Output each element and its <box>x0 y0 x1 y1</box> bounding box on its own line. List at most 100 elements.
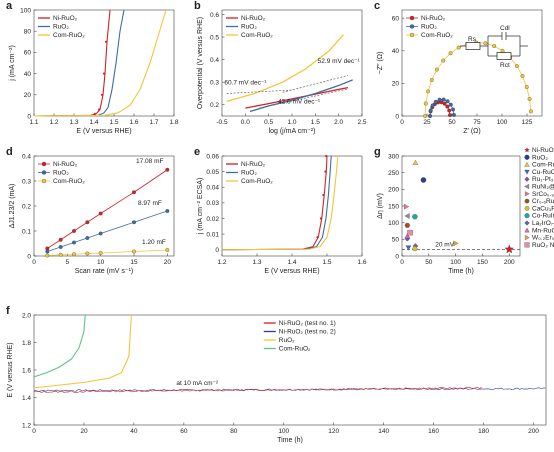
legend-label: Ni-RuO₂ <box>241 15 266 22</box>
legend-label: RuO₂ <box>532 154 548 161</box>
resistor-rs <box>465 42 481 50</box>
legend-marker <box>524 227 530 233</box>
y-tick-label: 0.06 <box>206 153 219 160</box>
x-tick-label: 1.3 <box>252 259 261 266</box>
y-tick-label: 50 <box>392 237 400 244</box>
data-point <box>404 222 411 228</box>
legend-label: Mn-RuO₂ <box>532 227 554 234</box>
y-tick-label: 0 <box>27 113 31 120</box>
fit-line <box>47 249 168 256</box>
legend-label: SrCo₀.₉Ir₀.₁O₃₋δ <box>532 191 554 198</box>
y-tick-label: 0 <box>395 253 399 260</box>
nyquist-point <box>448 113 452 118</box>
legend-label: Ni-RuO₂ <box>53 15 78 22</box>
y-tick-label: 0.6 <box>210 12 219 19</box>
x-axis-title-a: E (V versus RHE) <box>76 128 131 135</box>
legend-marker <box>524 220 530 226</box>
series-line <box>249 79 353 113</box>
x-tick-label: 1.7 <box>149 119 158 126</box>
data-point <box>412 159 419 165</box>
data-point <box>45 249 50 254</box>
data-point <box>45 253 50 258</box>
panel-label-a: a <box>6 0 13 12</box>
y-tick-label: 0 <box>27 253 31 260</box>
x-axis-title-c: Z′ (Ω) <box>463 128 480 135</box>
x-tick-label: 75 <box>473 119 481 126</box>
legend-marker <box>524 242 530 248</box>
y-axis-title-e: j (mA cm⁻² ECSA) <box>197 178 204 236</box>
legend-label: RuO₂ <box>241 24 257 31</box>
tafel-slope-label: 52.9 mV dec⁻¹ <box>318 58 361 65</box>
tafel-slope-label: 42.6 mV dec⁻¹ <box>278 99 321 106</box>
x-tick-label: 1.0 <box>287 119 296 126</box>
nyquist-point <box>430 103 435 108</box>
x-tick-label: 1.6 <box>129 119 138 126</box>
y-tick-label: 150 <box>388 203 399 210</box>
y-axis-title-c: −Z″ (Ω) <box>377 52 384 75</box>
nyquist-point <box>514 64 519 69</box>
series-point <box>324 170 327 173</box>
series-line <box>33 314 86 378</box>
data-point <box>165 248 170 252</box>
nyquist-point <box>452 113 456 117</box>
x-axis-title-e: E (V versus RHE) <box>264 268 319 275</box>
legend-marker <box>409 32 415 38</box>
y-tick-label: 100 <box>388 220 399 227</box>
data-point <box>404 203 410 210</box>
x-tick-label: 100 <box>278 428 289 435</box>
series-point <box>322 193 325 197</box>
x-tick-label: 10 <box>97 259 105 266</box>
legend-label: RuO₂ <box>241 170 257 177</box>
legend-label: Com-RuO₂ <box>53 178 85 185</box>
nyquist-point <box>528 109 533 114</box>
nyquist-point <box>423 114 427 118</box>
y-tick-label: 1.4 <box>22 395 31 402</box>
legend-marker <box>524 206 530 211</box>
capacitance-label: 8.97 mF <box>138 200 162 207</box>
legend-label: Ni-RuO₂ <box>421 15 446 22</box>
legend-label: Ni-RuO₂ <box>532 147 554 154</box>
data-point <box>420 177 427 183</box>
data-point <box>404 213 410 219</box>
legend-marker <box>524 169 530 175</box>
series-point <box>104 40 108 43</box>
series-point <box>325 154 328 158</box>
series-point <box>100 93 104 96</box>
data-point <box>405 245 412 251</box>
x-tick-label: 1.6 <box>357 259 366 266</box>
y-tick-label: 0.04 <box>206 185 219 192</box>
equivalent-circuit <box>460 32 528 60</box>
x-tick-label: 0.0 <box>241 119 250 126</box>
legend-label: Ru₁-Pt₃Cu <box>532 176 554 183</box>
y-tick-label: 20 <box>392 81 400 88</box>
current-density-label: at 10 mA cm⁻² <box>176 380 219 387</box>
data-point <box>165 209 170 213</box>
legend-marker <box>524 176 530 182</box>
nyquist-point <box>492 44 497 49</box>
legend-label: CaCu₃Ru₄O₁₂ <box>532 205 554 212</box>
y-tick-label: 100 <box>20 7 31 14</box>
y-tick-label: 0.2 <box>210 102 219 109</box>
x-tick-label: 160 <box>428 428 439 435</box>
nyquist-point <box>448 102 453 107</box>
nyquist-point <box>434 67 439 72</box>
x-tick-label: 1.2 <box>49 119 58 126</box>
x-tick-label: 180 <box>478 428 489 435</box>
legend-label: RuNi₂@G-250 <box>532 184 554 191</box>
x-tick-label: 1.4 <box>89 119 98 126</box>
legend-label: Cr₀.₆Ru₀.₄O₂ <box>532 198 554 205</box>
data-point <box>98 231 103 236</box>
legend-label: Co-RuIr <box>532 213 554 220</box>
x-axis-title-b: log (j/mA cm⁻²) <box>269 128 316 135</box>
series-line <box>221 155 339 251</box>
legend-marker <box>524 198 530 204</box>
y-axis-title-d: ΔJ1.23/2 (mA) <box>9 184 16 229</box>
series-line <box>33 9 167 117</box>
data-point <box>72 240 76 245</box>
x-tick-label: 120 <box>328 428 339 435</box>
x-tick-label: 1.8 <box>169 119 178 126</box>
nyquist-point <box>448 51 453 56</box>
data-point <box>453 240 459 247</box>
x-tick-label: 25 <box>423 119 431 126</box>
legend-label: Com-RuO₂ <box>532 162 554 169</box>
